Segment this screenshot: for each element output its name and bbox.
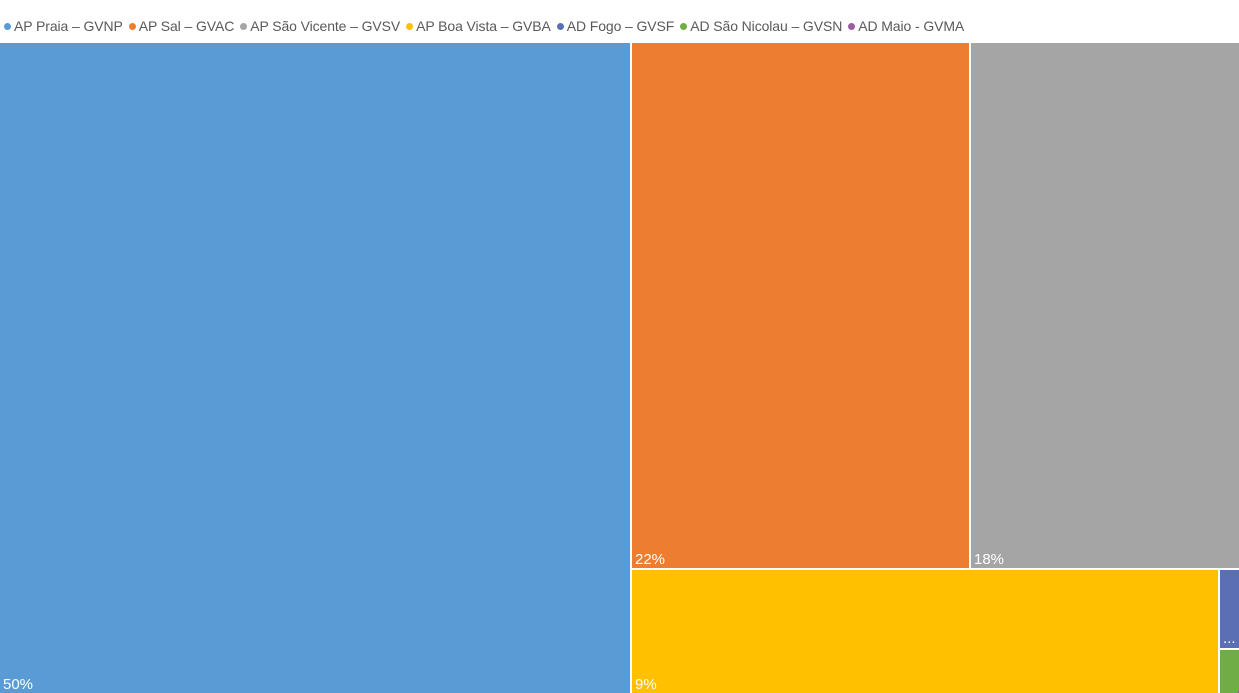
tile-ap-praia <box>0 43 630 693</box>
tile-ad-fogo <box>1220 570 1239 648</box>
legend-item-ad-sao-nicolau: AD São Nicolau – GVSN <box>680 18 842 34</box>
legend-label: AP Sal – GVAC <box>138 18 235 34</box>
tile-ad-sao-nicolau <box>1220 650 1239 693</box>
legend-dot <box>848 22 856 30</box>
legend-label: AP Praia – GVNP <box>14 18 123 34</box>
treemap-plot-area: 50% 22% 18% 9%... <box>0 43 1239 693</box>
legend-label: AP Boa Vista – GVBA <box>416 18 551 34</box>
legend-dot <box>240 22 248 30</box>
tile-ap-sal-label: 22% <box>635 551 665 568</box>
legend-label: AD São Nicolau – GVSN <box>690 18 843 34</box>
tile-ap-sal <box>632 43 969 568</box>
tile-ap-sao-vicente <box>971 43 1239 568</box>
legend-item-ap-praia: AP Praia – GVNP <box>4 18 123 34</box>
legend: AP Praia – GVNP AP Sal – GVAC AP São Vic… <box>4 16 970 36</box>
legend-dot <box>128 22 136 30</box>
legend-item-ap-boa-vista: AP Boa Vista – GVBA <box>406 18 551 34</box>
legend-item-ad-maio: AD Maio - GVMA <box>848 18 964 34</box>
tile-ap-boa-vista <box>632 570 1218 693</box>
legend-label: AD Fogo – GVSF <box>566 18 675 34</box>
legend-item-ap-sal: AP Sal – GVAC <box>128 18 235 34</box>
legend-item-ad-fogo: AD Fogo – GVSF <box>556 18 675 34</box>
tile-ap-praia-label: 50% <box>3 676 33 693</box>
legend-label: AD Maio - GVMA <box>858 18 965 34</box>
legend-dot <box>556 22 564 30</box>
legend-dot <box>4 22 11 30</box>
tile-ap-boa-vista-label: 9% <box>635 676 657 693</box>
tile-ad-fogo-label: ... <box>1223 630 1236 647</box>
legend-label: AP São Vicente – GVSV <box>250 18 401 34</box>
legend-dot <box>680 22 688 30</box>
tile-ap-sao-vicente-label: 18% <box>974 551 1004 568</box>
legend-dot <box>406 22 414 30</box>
legend-item-ap-sao-vicente: AP São Vicente – GVSV <box>240 18 400 34</box>
